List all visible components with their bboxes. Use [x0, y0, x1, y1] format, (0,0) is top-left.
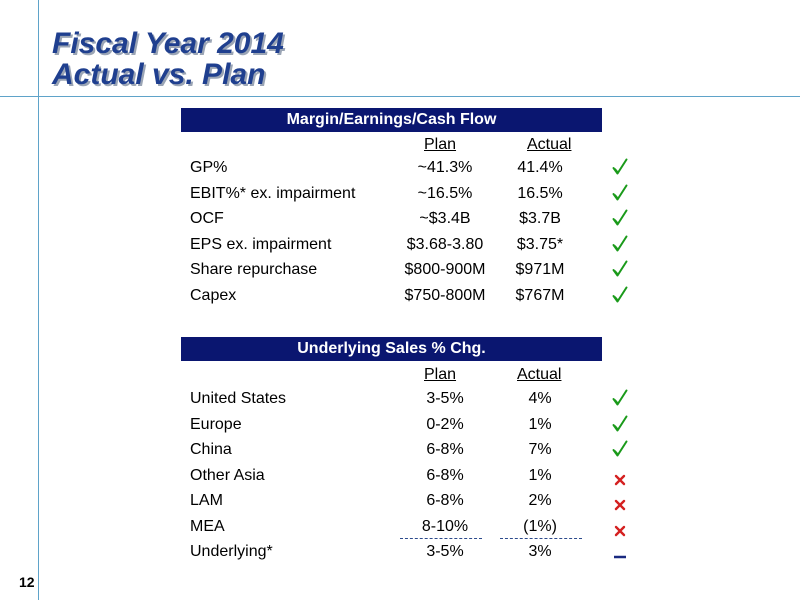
- row-actual-value: 16.5%: [517, 184, 563, 202]
- row-actual-value: $971M: [515, 261, 565, 278]
- cross-icon: [610, 498, 630, 518]
- table-row: EPS ex. impairment $3.68-3.80 $3.75*: [0, 235, 800, 260]
- row-plan-value: 6-8%: [426, 441, 464, 458]
- row-plan-value: $800-900M: [404, 261, 486, 278]
- checkmark-icon: [610, 286, 630, 306]
- row-label: MEA: [190, 517, 225, 535]
- row-label: LAM: [190, 492, 223, 509]
- row-plan-value: 8-10%: [421, 517, 469, 535]
- row-label: EPS ex. impairment: [190, 235, 332, 253]
- table-row: Share repurchase $800-900M $971M: [0, 260, 800, 285]
- row-plan-value: 3-5%: [426, 390, 464, 407]
- slide-title: Fiscal Year 2014 Actual vs. Plan: [52, 28, 284, 90]
- plan-total-divider: [400, 538, 482, 539]
- row-actual-value: 7%: [528, 441, 552, 458]
- checkmark-icon: [610, 158, 630, 178]
- table-row: Underlying* 3-5% 3%: [0, 543, 800, 567]
- row-label: Underlying*: [190, 543, 273, 560]
- row-plan-value: 0-2%: [426, 415, 464, 433]
- table-row: Capex $750-800M $767M: [0, 286, 800, 311]
- checkmark-icon: [610, 235, 630, 255]
- row-plan-value: ~41.3%: [417, 159, 473, 176]
- title-line-2: Actual vs. Plan: [52, 58, 266, 91]
- checkmark-icon: [610, 184, 630, 204]
- page-number: 12: [19, 574, 35, 590]
- row-label: EBIT%* ex. impairment: [190, 184, 356, 202]
- margin-plan-header: Plan: [424, 136, 457, 153]
- table-row: Other Asia 6-8% 1%: [0, 467, 800, 491]
- row-actual-value: $3.7B: [519, 210, 561, 227]
- checkmark-icon: [610, 209, 630, 229]
- row-label: Share repurchase: [190, 261, 318, 278]
- vertical-guide-line: [38, 0, 39, 600]
- horizontal-guide-line: [0, 96, 800, 97]
- table-row: OCF ~$3.4B $3.7B: [0, 209, 800, 234]
- table-row: Europe 0-2% 1%: [0, 415, 800, 440]
- cross-icon: [610, 524, 630, 544]
- cross-icon: [610, 473, 630, 493]
- table-row: GP% ~41.3% 41.4%: [0, 158, 800, 183]
- row-label: China: [190, 441, 232, 458]
- row-actual-value: 41.4%: [517, 159, 563, 176]
- row-label: Europe: [190, 415, 242, 433]
- row-actual-value: 1%: [528, 415, 552, 433]
- sales-plan-header: Plan: [424, 366, 457, 383]
- checkmark-icon: [610, 440, 630, 460]
- sales-actual-header: Actual: [517, 366, 562, 383]
- title-line-1: Fiscal Year 2014: [52, 27, 284, 60]
- table-row: EBIT%* ex. impairment ~16.5% 16.5%: [0, 184, 800, 209]
- row-actual-value: $767M: [515, 286, 565, 304]
- row-plan-value: $3.68-3.80: [406, 235, 484, 253]
- row-plan-value: ~16.5%: [417, 184, 473, 202]
- row-label: United States: [190, 390, 287, 407]
- row-plan-value: 6-8%: [426, 492, 464, 509]
- row-actual-value: 3%: [528, 543, 552, 560]
- row-label: Capex: [190, 286, 237, 304]
- row-actual-value: 1%: [528, 466, 552, 484]
- row-label: OCF: [190, 210, 224, 227]
- row-actual-value: 4%: [528, 390, 552, 407]
- table-row: China 6-8% 7%: [0, 440, 800, 465]
- row-plan-value: $750-800M: [404, 286, 486, 304]
- row-label: Other Asia: [190, 466, 265, 484]
- row-plan-value: ~$3.4B: [419, 210, 471, 227]
- checkmark-icon: [610, 415, 630, 435]
- margin-section-header: Margin/Earnings/Cash Flow: [181, 108, 602, 132]
- margin-actual-header: Actual: [527, 136, 572, 153]
- checkmark-icon: [610, 389, 630, 409]
- row-actual-value: $3.75*: [516, 235, 564, 253]
- row-label: GP%: [190, 159, 228, 176]
- table-row: LAM 6-8% 2%: [0, 492, 800, 516]
- sales-section-header: Underlying Sales % Chg.: [181, 337, 602, 361]
- dash-icon: [610, 548, 630, 568]
- table-row: United States 3-5% 4%: [0, 389, 800, 414]
- checkmark-icon: [610, 260, 630, 280]
- row-plan-value: 6-8%: [426, 466, 464, 484]
- row-actual-value: (1%): [523, 517, 557, 535]
- table-row: MEA 8-10% (1%): [0, 518, 800, 542]
- row-actual-value: 2%: [528, 492, 552, 509]
- row-plan-value: 3-5%: [426, 543, 464, 560]
- actual-total-divider: [500, 538, 582, 539]
